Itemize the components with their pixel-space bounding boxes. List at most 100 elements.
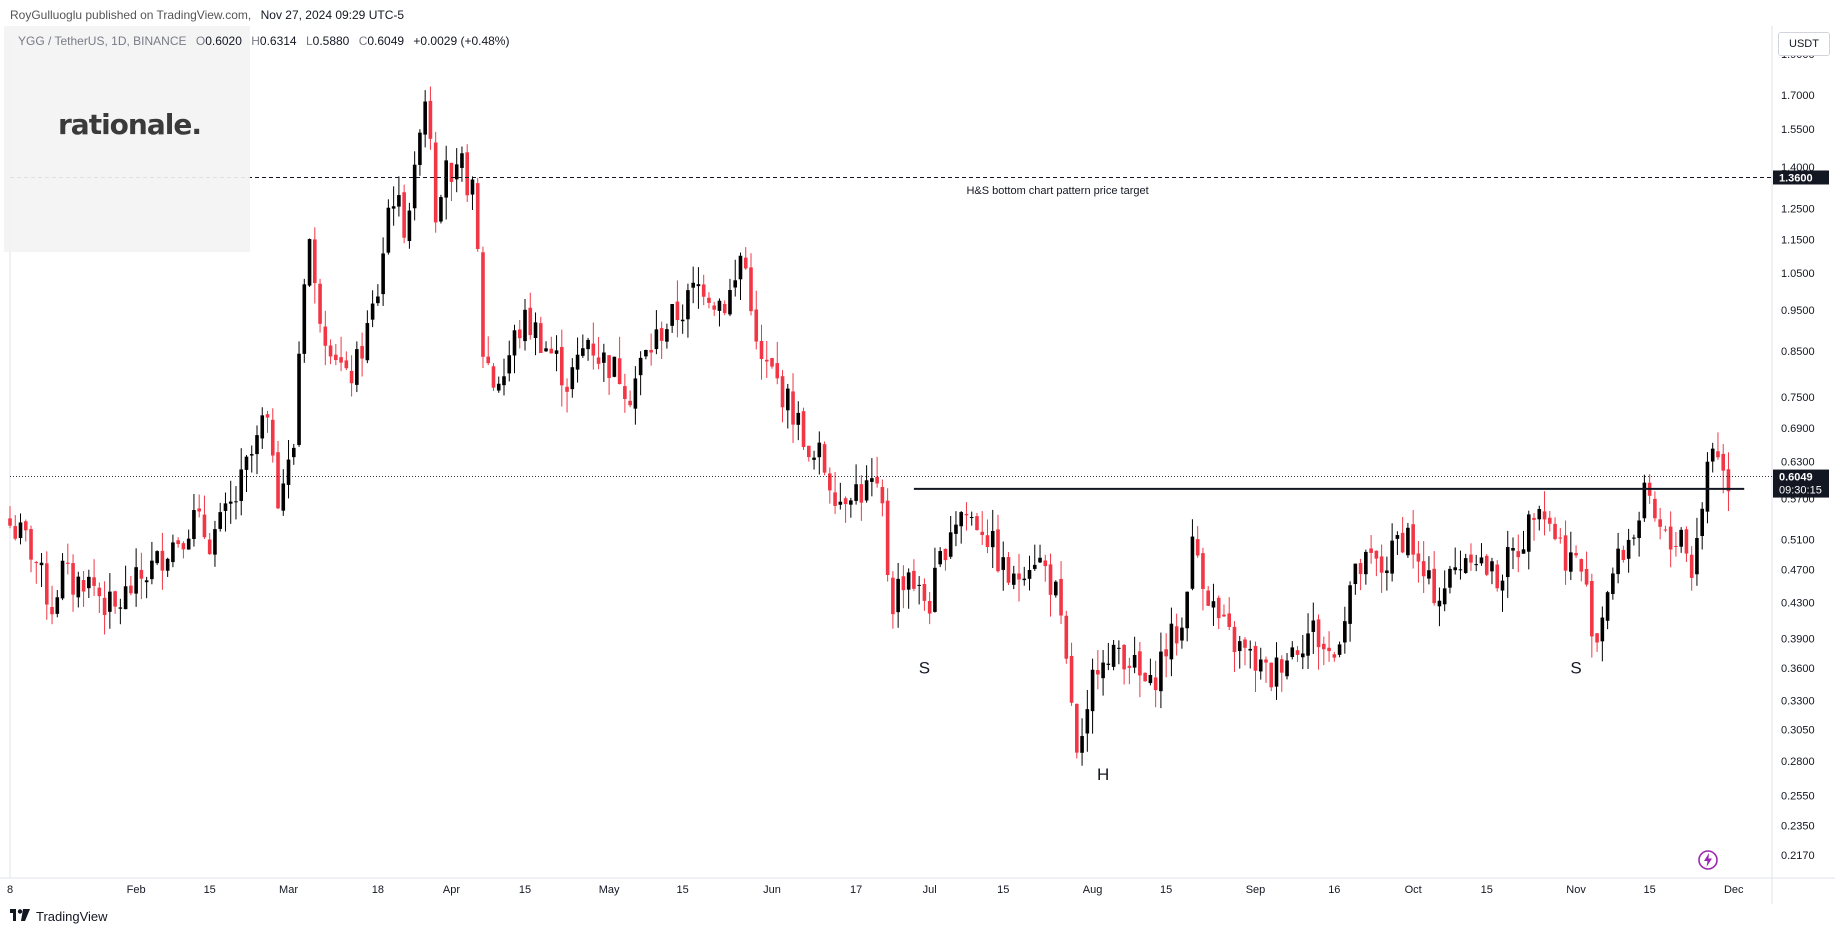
candle-body [1080, 736, 1084, 753]
candle-body [1537, 509, 1542, 520]
candle-body [1195, 539, 1200, 556]
candle-body [50, 606, 54, 615]
candle-body [1001, 557, 1006, 570]
candle-body [66, 562, 70, 564]
candle-body [1637, 520, 1641, 538]
candle-body [1547, 517, 1552, 524]
price-chart[interactable]: 1.90001.70001.55001.40001.25001.15001.05… [0, 26, 1835, 904]
candle-body [1017, 573, 1021, 580]
candle-body [864, 480, 869, 501]
candle-body [602, 352, 606, 363]
time-tick-label: 15 [519, 884, 531, 896]
candle-body [943, 548, 948, 561]
current-price-label: 0.6049 [1779, 472, 1813, 484]
candle-body [55, 597, 60, 614]
currency-selector[interactable]: USDT [1778, 32, 1830, 56]
candle-body [1243, 639, 1247, 648]
candle-body [465, 152, 470, 196]
candle-body [959, 512, 964, 527]
candle-body [1138, 651, 1142, 676]
candle-body [1337, 644, 1342, 655]
flash-icon[interactable] [1697, 849, 1719, 871]
candle-body [1295, 650, 1300, 655]
time-tick-label: 15 [997, 884, 1009, 896]
candle-body [696, 284, 701, 287]
candle-body [323, 326, 328, 346]
candle-body [302, 284, 307, 354]
candle-body [1300, 653, 1305, 658]
candle-body [817, 442, 822, 458]
candle-body [102, 597, 107, 615]
candle-body [139, 569, 144, 579]
candle-body [344, 360, 349, 369]
candle-body [307, 239, 312, 286]
candle-body [407, 210, 412, 242]
candle-body [1379, 556, 1384, 573]
candle-body [313, 239, 317, 284]
candle-body [34, 562, 39, 564]
price-tick-label: 0.3600 [1781, 663, 1815, 675]
candle-body [764, 359, 769, 362]
candle-body [1101, 662, 1105, 679]
candle-body [854, 484, 858, 501]
candle-body [754, 309, 759, 342]
price-tick-label: 0.2800 [1781, 756, 1815, 768]
candle-body [470, 179, 475, 195]
candle-body [1180, 627, 1184, 641]
candle-body [270, 419, 275, 456]
candle-body [1584, 568, 1589, 585]
candle-body [1569, 552, 1573, 572]
candle-body [549, 348, 554, 354]
candle-body [1264, 659, 1268, 663]
candle-body [822, 444, 827, 473]
candle-body [927, 600, 932, 614]
candle-body [828, 473, 832, 491]
candle-body [1096, 670, 1100, 675]
candle-body [1516, 551, 1521, 558]
candle-body [1038, 557, 1042, 563]
candle-body [1595, 633, 1599, 643]
candle-body [144, 580, 149, 583]
candle-body [964, 514, 969, 516]
candle-body [591, 343, 596, 356]
time-tick-label: 8 [7, 884, 13, 896]
candle-body [975, 516, 979, 531]
price-tick-label: 0.9500 [1781, 305, 1815, 317]
candle-body [1364, 551, 1368, 575]
candle-body [1674, 545, 1678, 547]
time-tick-label: Apr [443, 884, 460, 896]
candle-body [376, 296, 380, 304]
candle-body [1164, 649, 1168, 657]
candle-body [891, 577, 895, 615]
candle-body [1605, 592, 1610, 621]
time-tick-label: 15 [1160, 884, 1172, 896]
time-tick-label: 18 [372, 884, 384, 896]
time-tick-label: 17 [850, 884, 862, 896]
candle-body [581, 348, 585, 356]
candle-body [1469, 554, 1473, 563]
current-price-badge [1773, 469, 1829, 498]
candle-body [1668, 526, 1673, 550]
candle-body [244, 456, 249, 470]
candle-body [538, 323, 543, 353]
open-value: 0.6020 [205, 34, 242, 48]
time-tick-label: 15 [204, 884, 216, 896]
candle-body [1453, 567, 1457, 571]
candle-body [533, 322, 538, 339]
candle-body [1169, 623, 1174, 660]
close-label: C [358, 34, 368, 48]
candle-body [1442, 588, 1447, 605]
candle-body [318, 283, 322, 324]
candle-body [1511, 547, 1515, 551]
time-tick-label: Aug [1083, 884, 1103, 896]
countdown-label: 09:30:15 [1779, 485, 1822, 497]
candle-body [1206, 590, 1210, 606]
time-tick-label: Jun [763, 884, 781, 896]
high-value: 0.6314 [259, 34, 297, 48]
candle-body [980, 531, 985, 536]
candle-body [717, 300, 722, 311]
time-tick-label: Dec [1724, 884, 1744, 896]
candle-body [1053, 581, 1058, 596]
candle-body [791, 391, 795, 425]
